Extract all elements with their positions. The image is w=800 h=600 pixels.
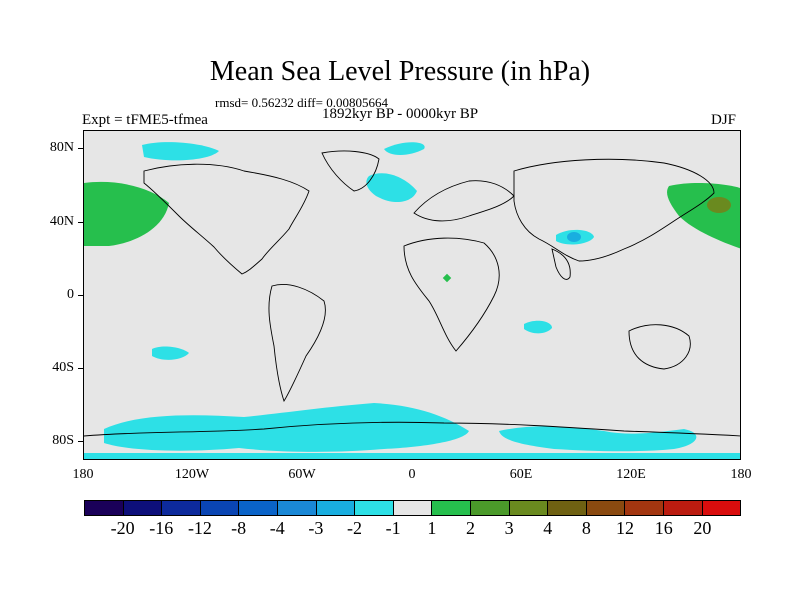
colorbar-label: 8 — [581, 518, 591, 538]
y-tick — [78, 441, 83, 442]
anomaly-green-north-pacific-west — [84, 181, 169, 246]
colorbar-box — [123, 501, 163, 515]
colorbar-label: -12 — [187, 518, 212, 538]
y-tick — [78, 295, 83, 296]
colorbar-label: -16 — [149, 518, 174, 538]
anomaly-cyan-south-pacific — [152, 346, 189, 360]
coast-africa — [403, 237, 500, 352]
colorbar-label: 3 — [504, 518, 514, 538]
colorbar-box — [432, 501, 471, 515]
y-tick — [78, 148, 83, 149]
coast-australia — [628, 324, 691, 370]
colorbar-label: 12 — [616, 518, 635, 538]
colorbar-box — [239, 501, 278, 515]
x-label-180e: 180 — [730, 467, 752, 482]
x-label-120e: 120E — [616, 467, 646, 482]
colorbar-label: 20 — [693, 518, 712, 538]
colorbar-box — [393, 501, 433, 515]
x-label-60w: 60W — [288, 467, 316, 482]
colorbar-label: 2 — [465, 518, 475, 538]
x-label-180w: 180 — [72, 467, 94, 482]
x-label-0: 0 — [408, 467, 416, 482]
anomaly-cyan-antarctic-edge — [84, 453, 740, 459]
anomaly-cyan-arctic-east — [384, 142, 425, 155]
y-tick — [78, 222, 83, 223]
colorbar-label: -1 — [385, 518, 401, 538]
anomaly-cyan-southern-ocean-east — [499, 426, 697, 452]
anomaly-olive-center — [707, 197, 731, 213]
season-label: DJF — [711, 112, 737, 128]
colorbar-box — [663, 501, 703, 515]
colorbar-box — [509, 501, 549, 515]
coast-india — [551, 248, 571, 280]
y-tick — [78, 368, 83, 369]
map-svg — [84, 142, 740, 459]
colorbar-box — [200, 501, 240, 515]
coast-antarctica — [84, 421, 740, 437]
coastlines — [84, 150, 740, 437]
period-text: 1892kyr BP - 0000kyr BP — [322, 106, 479, 122]
colorbar-label: 1 — [427, 518, 437, 538]
experiment-label: Expt = tFME5-tfmea — [82, 112, 208, 128]
anomaly-blue-tibet — [567, 232, 581, 242]
colorbar-label: -2 — [347, 518, 363, 538]
colorbar — [84, 500, 741, 516]
anomaly-fills — [84, 142, 740, 459]
stats-text: rmsd= 0.56232 diff= 0.00805664 — [215, 95, 388, 110]
colorbar-box — [702, 501, 741, 515]
y-label-0: 0 — [67, 287, 74, 302]
y-label-40s: 40S — [52, 360, 74, 375]
colorbar-box — [586, 501, 626, 515]
x-label-120w: 120W — [174, 467, 210, 482]
colorbar-box — [85, 501, 124, 515]
y-label-40n: 40N — [49, 214, 74, 229]
coast-south-america — [268, 284, 326, 403]
anomaly-green-north-pacific-east — [667, 183, 740, 249]
colorbar-label: -20 — [110, 518, 135, 538]
colorbar-label: 16 — [654, 518, 673, 538]
anomaly-cyan-indian-ocean — [524, 320, 552, 334]
colorbar-label: 4 — [543, 518, 553, 538]
colorbar-box — [548, 501, 587, 515]
colorbar-box — [355, 501, 394, 515]
anomaly-cyan-arctic — [142, 142, 219, 161]
colorbar-label: -4 — [269, 518, 285, 538]
colorbar-label: -3 — [308, 518, 324, 538]
map-title: Mean Sea Level Pressure (in hPa) — [209, 56, 591, 87]
colorbar-box — [625, 501, 664, 515]
colorbar-box — [316, 501, 356, 515]
y-label-80n: 80N — [49, 140, 74, 155]
coast-north-america — [143, 163, 310, 275]
coast-greenland — [321, 150, 380, 192]
y-label-80s: 80S — [52, 433, 74, 448]
colorbar-box — [162, 501, 201, 515]
anomaly-cyan-southern-ocean-west — [104, 403, 469, 452]
anomaly-cyan-north-atlantic — [366, 173, 417, 203]
coast-asia — [513, 158, 715, 262]
colorbar-box — [470, 501, 510, 515]
anomaly-green-africa — [442, 273, 452, 283]
colorbar-box — [277, 501, 317, 515]
coast-europe — [413, 180, 515, 222]
map-plot-area — [83, 130, 741, 460]
x-label-60e: 60E — [509, 467, 533, 482]
colorbar-label: -8 — [231, 518, 247, 538]
